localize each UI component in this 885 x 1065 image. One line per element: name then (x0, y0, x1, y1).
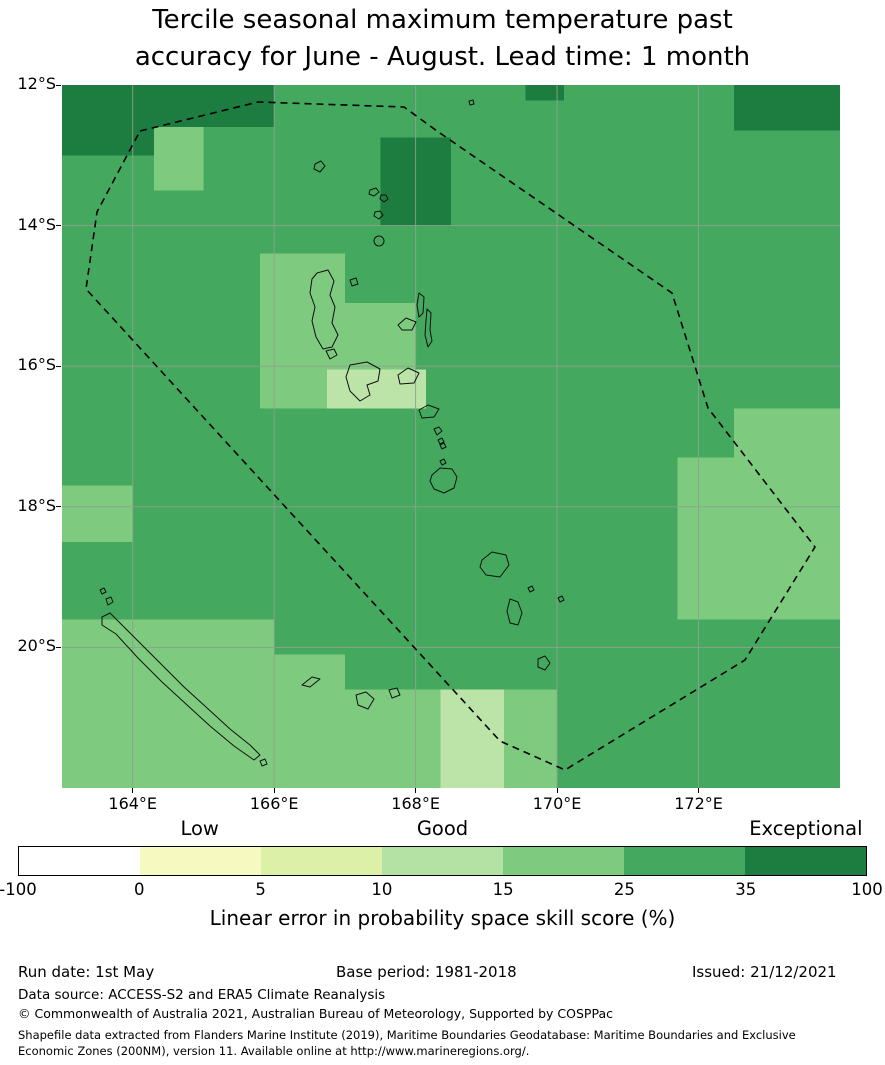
colorbar-segment (19, 847, 140, 875)
island-outline (313, 160, 326, 173)
x-axis-tick-mark (273, 788, 275, 793)
skill-grid-cell (677, 457, 840, 620)
colorbar-tick-label: 35 (735, 880, 757, 899)
colorbar-segment (140, 847, 261, 875)
skill-grid-cell (440, 689, 505, 788)
skill-grid-cell (733, 85, 840, 131)
data-source-text: Data source: ACCESS-S2 and ERA5 Climate … (18, 987, 386, 1003)
colorbar (18, 846, 867, 876)
chart-title: Tercile seasonal maximum temperature pas… (0, 2, 885, 76)
colorbar-segment (503, 847, 624, 875)
island-outline (259, 758, 268, 767)
island-outline (557, 595, 565, 603)
island-outline (397, 367, 420, 385)
island-outline (368, 187, 380, 197)
island-outline (433, 426, 443, 436)
island-outline (479, 551, 510, 578)
island-outline (309, 269, 339, 350)
skill-grid-cell (153, 127, 204, 191)
run-date-text: Run date: 1st May (18, 963, 155, 981)
colorbar-category-label: Good (416, 817, 469, 840)
y-axis-tick-label: 16°S (17, 355, 56, 375)
colorbar-segment (382, 847, 503, 875)
colorbar-segment (745, 847, 866, 875)
colorbar-tick-label: 15 (492, 880, 514, 899)
x-axis-tick-mark (556, 788, 558, 793)
map (62, 85, 840, 788)
colorbar-tick-label: 5 (255, 880, 266, 899)
island-outline (527, 585, 535, 593)
y-axis-tick-label: 12°S (17, 74, 56, 93)
colorbar-tick-label: -100 (0, 880, 37, 899)
y-axis-tick-mark (56, 84, 61, 86)
y-axis-tick-label: 20°S (17, 636, 56, 656)
skill-grid-cell (274, 654, 345, 690)
chart-title-line2: accuracy for June - August. Lead time: 1… (134, 42, 751, 72)
island-outline (416, 292, 425, 318)
island-outline (437, 437, 445, 445)
y-axis-tick-mark (56, 225, 61, 227)
island-outline (345, 361, 381, 402)
x-axis-tick-label: 170°E (532, 794, 582, 813)
island-outline (373, 235, 385, 247)
colorbar-caption: Linear error in probability space skill … (209, 906, 676, 930)
colorbar-category-label: Exceptional (749, 817, 863, 840)
island-outline (373, 210, 384, 220)
x-axis-tick-label: 168°E (391, 794, 440, 813)
island-outline (439, 442, 447, 450)
skill-grid-cell (62, 485, 133, 542)
shapefile-note-text: Shapefile data extracted from Flanders M… (18, 1028, 796, 1059)
issued-date-text: Issued: 21/12/2021 (692, 963, 837, 981)
island-outline (379, 194, 389, 203)
base-period-text: Base period: 1981-2018 (336, 963, 517, 981)
island-outline (325, 348, 338, 360)
colorbar-tick-label: 10 (371, 880, 393, 899)
skill-grid-cell (327, 369, 427, 409)
colorbar-tick-label: 25 (613, 880, 635, 899)
island-outline (397, 317, 417, 331)
colorbar-segment (261, 847, 382, 875)
island-outline (99, 587, 107, 595)
x-axis-tick-mark (415, 788, 417, 793)
colorbar-category-label: Low (180, 817, 219, 840)
island-outline (418, 404, 440, 419)
island-outline (537, 655, 551, 671)
colorbar-category-labels: Low Good Exceptional (18, 817, 867, 843)
island-outline (506, 598, 523, 626)
x-axis-tick-label: 166°E (249, 794, 299, 813)
x-axis-tick-label: 172°E (674, 794, 723, 813)
island-outline (349, 277, 359, 287)
x-axis-tick-label: 164°E (108, 794, 158, 813)
colorbar-tick-labels: -100 0 5 10 15 25 35 100 (0, 880, 883, 900)
island-outline (105, 596, 114, 606)
copyright-text: © Commonwealth of Australia 2021, Austra… (18, 1006, 613, 1021)
colorbar-tick-label: 100 (851, 880, 883, 899)
island-outline (301, 676, 321, 688)
skill-grid-cell (62, 619, 275, 788)
skill-grid-cell (525, 85, 565, 101)
y-axis-tick-mark (56, 365, 61, 367)
island-outline (388, 687, 401, 699)
y-axis-tick-label: 18°S (17, 495, 56, 515)
x-axis-tick-mark (698, 788, 700, 793)
island-outline (424, 308, 433, 348)
x-axis-tick-mark (132, 788, 134, 793)
island-outline (355, 691, 375, 710)
island-outline (101, 612, 261, 761)
y-axis-tick-label: 14°S (17, 214, 56, 234)
colorbar-tick-label: 0 (134, 880, 145, 899)
chart-title-line1: Tercile seasonal maximum temperature pas… (152, 5, 733, 35)
island-outline (439, 458, 447, 466)
island-outline (429, 467, 458, 494)
colorbar-segment (624, 847, 745, 875)
y-axis-tick-mark (56, 646, 61, 648)
island-outline (468, 99, 475, 106)
skill-grid-cell (733, 408, 840, 458)
y-axis-tick-mark (56, 506, 61, 508)
